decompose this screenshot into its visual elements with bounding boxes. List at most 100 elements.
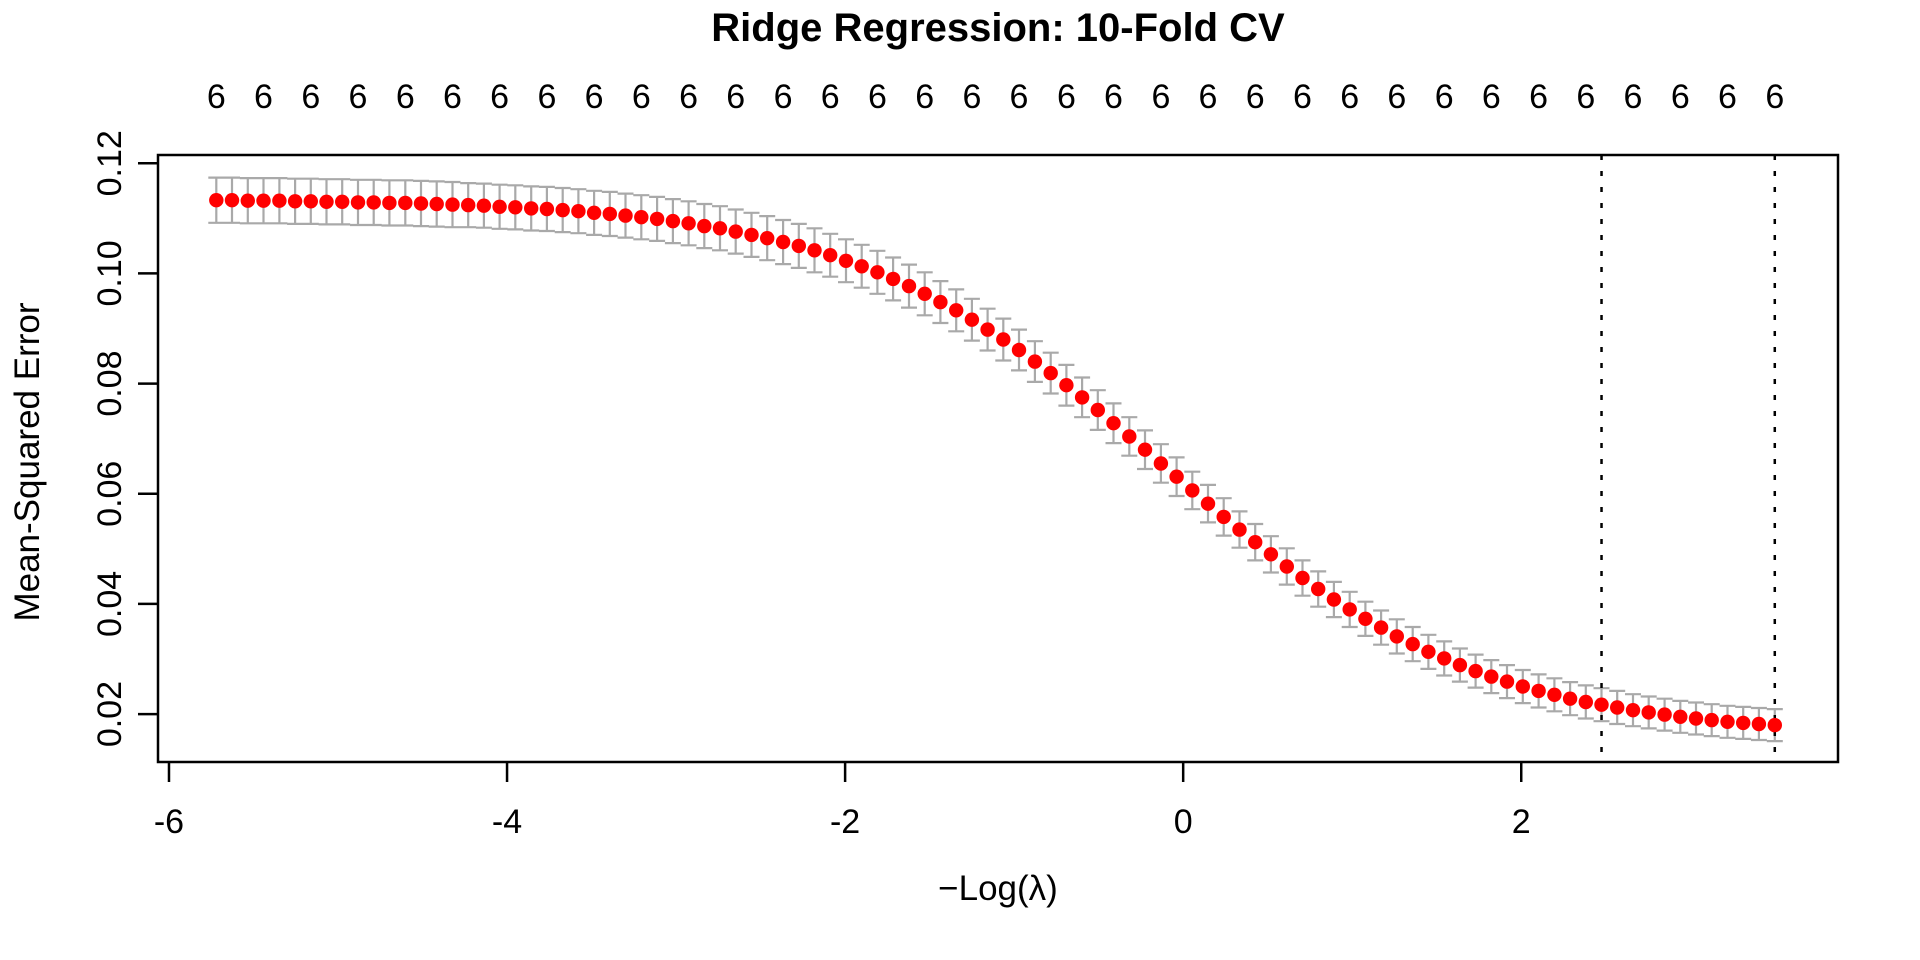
cv-point bbox=[1248, 535, 1263, 550]
cv-point bbox=[1373, 620, 1389, 635]
cv-point bbox=[1043, 365, 1058, 381]
cv-point bbox=[382, 195, 397, 211]
cv-point bbox=[586, 205, 602, 220]
cv-point bbox=[508, 200, 523, 215]
top-axis-label: 6 bbox=[585, 78, 604, 116]
cv-point bbox=[319, 194, 334, 209]
cv-point bbox=[476, 198, 492, 213]
top-axis-label: 6 bbox=[1151, 78, 1170, 116]
cv-point bbox=[1452, 657, 1468, 673]
cv-point bbox=[1767, 717, 1783, 733]
cv-point bbox=[1484, 669, 1499, 684]
cv-point bbox=[1169, 469, 1184, 484]
top-axis-label: 6 bbox=[1435, 78, 1454, 116]
cv-point bbox=[571, 204, 586, 219]
top-axis-label: 6 bbox=[1576, 78, 1595, 116]
cv-point bbox=[1610, 700, 1625, 715]
cv-point bbox=[618, 208, 633, 223]
cv-point bbox=[949, 303, 964, 318]
cv-point bbox=[1751, 716, 1767, 732]
top-axis-label: 6 bbox=[915, 78, 934, 116]
cv-point bbox=[1059, 378, 1074, 393]
cv-point bbox=[917, 286, 932, 301]
cv-point bbox=[287, 194, 303, 209]
cv-point bbox=[1562, 691, 1578, 706]
cv-point bbox=[461, 197, 476, 213]
cv-point bbox=[350, 195, 366, 210]
cv-point bbox=[933, 294, 948, 310]
cv-point bbox=[1137, 442, 1153, 457]
cv-point bbox=[1106, 416, 1121, 431]
x-tick-label: -6 bbox=[154, 803, 184, 841]
top-axis-label: 6 bbox=[679, 78, 698, 116]
cv-point bbox=[539, 201, 555, 217]
top-axis-label: 6 bbox=[1057, 78, 1076, 116]
cv-point bbox=[256, 193, 271, 208]
top-axis-label: 6 bbox=[301, 78, 320, 116]
cv-point bbox=[870, 265, 885, 280]
cv-point bbox=[1027, 354, 1043, 369]
cv-point bbox=[1641, 705, 1656, 720]
cv-point bbox=[1279, 559, 1295, 574]
top-axis-label: 6 bbox=[821, 78, 840, 116]
top-axis-label: 6 bbox=[1529, 78, 1548, 116]
x-axis-title: −Log(λ) bbox=[938, 869, 1058, 908]
y-tick-label: 0.06 bbox=[91, 461, 129, 527]
top-axis-label: 6 bbox=[1199, 78, 1218, 116]
cv-point bbox=[697, 218, 712, 234]
cv-point bbox=[649, 211, 665, 227]
plot-box bbox=[156, 153, 1840, 764]
top-axis-label: 6 bbox=[1293, 78, 1312, 116]
cv-point bbox=[712, 221, 728, 236]
cv-point bbox=[1688, 711, 1704, 726]
cv-point bbox=[429, 196, 444, 212]
top-axis-label: 6 bbox=[1104, 78, 1123, 116]
cv-point bbox=[1531, 683, 1546, 699]
cv-point bbox=[1185, 483, 1200, 498]
cv-point bbox=[524, 201, 539, 216]
cv-point bbox=[1011, 342, 1027, 358]
cv-point bbox=[1578, 694, 1594, 710]
cv-point bbox=[1311, 581, 1326, 597]
cv-point bbox=[492, 199, 507, 214]
cv-point bbox=[823, 248, 838, 263]
cv-point bbox=[224, 193, 240, 208]
cv-point bbox=[1673, 709, 1688, 724]
cv-point bbox=[996, 332, 1011, 347]
cv-point bbox=[240, 193, 255, 208]
cv-point bbox=[980, 322, 995, 337]
top-axis-label: 6 bbox=[1246, 78, 1265, 116]
cv-point bbox=[760, 231, 775, 246]
cv-point bbox=[445, 197, 460, 212]
y-tick-label: 0.08 bbox=[91, 350, 129, 416]
cv-point bbox=[1200, 496, 1216, 511]
error-bars bbox=[208, 176, 1783, 743]
top-axis-label: 6 bbox=[254, 78, 273, 116]
chart-title: Ridge Regression: 10-Fold CV bbox=[711, 6, 1285, 50]
top-axis-label: 6 bbox=[490, 78, 509, 116]
cv-point bbox=[1358, 611, 1373, 626]
top-axis-label: 6 bbox=[1482, 78, 1501, 116]
top-axis-label: 6 bbox=[396, 78, 415, 116]
cv-point bbox=[964, 312, 980, 327]
cv-point bbox=[1405, 636, 1420, 652]
cv-point bbox=[1468, 663, 1483, 679]
top-axis-label: 6 bbox=[962, 78, 981, 116]
top-axis-label: 6 bbox=[537, 78, 556, 116]
top-axis-label: 6 bbox=[726, 78, 745, 116]
cv-point bbox=[901, 278, 917, 294]
cv-point bbox=[1720, 714, 1735, 729]
cv-point bbox=[665, 213, 681, 229]
cv-point bbox=[1074, 390, 1090, 405]
top-axis-label: 6 bbox=[1765, 78, 1784, 116]
top-axis-label: 6 bbox=[443, 78, 462, 116]
cv-point bbox=[634, 210, 649, 225]
cv-point bbox=[1515, 679, 1531, 694]
y-tick-label: 0.04 bbox=[91, 571, 129, 637]
cv-point bbox=[838, 253, 854, 268]
cv-point bbox=[1216, 509, 1231, 525]
top-axis-label: 6 bbox=[1624, 78, 1643, 116]
cv-point bbox=[1625, 703, 1641, 718]
top-axis-label: 6 bbox=[1340, 78, 1359, 116]
